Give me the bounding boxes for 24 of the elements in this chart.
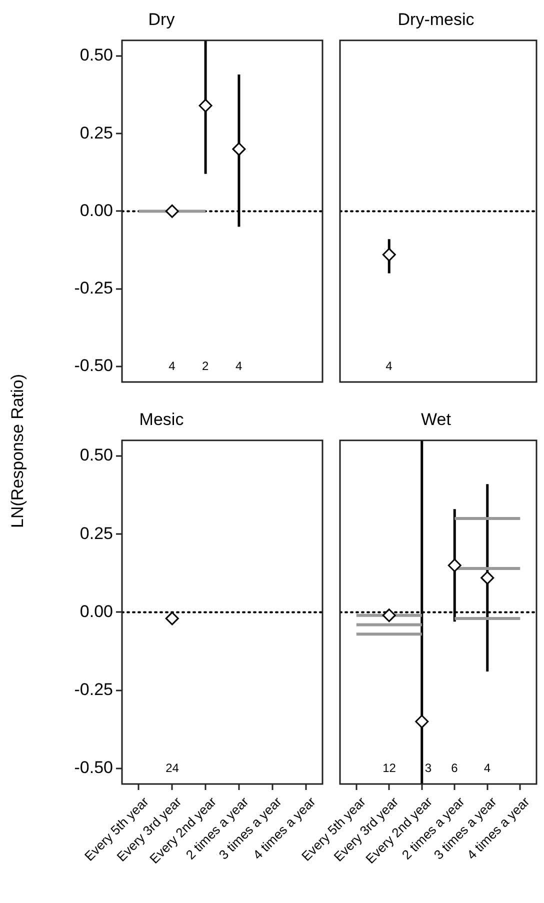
y-tick-label: -0.50: [74, 758, 113, 778]
annotation: 2: [202, 358, 209, 372]
annotation: 4: [235, 358, 242, 372]
chart-title: Dry: [148, 10, 176, 29]
y-axis-title: LN(Response Ratio): [8, 374, 28, 528]
annotation: 4: [386, 358, 392, 372]
annotation: 3: [424, 760, 432, 774]
annotation: 24: [166, 760, 179, 774]
y-tick-label: 0.00: [80, 200, 113, 220]
y-tick-label: 0.50: [80, 446, 113, 465]
y-tick-label: 0.25: [80, 524, 113, 543]
annotation: 6: [451, 760, 458, 774]
annotation: 12: [382, 760, 396, 774]
y-tick-label: 0.00: [80, 602, 113, 621]
annotation: 4: [168, 358, 176, 372]
chart-title: Mesic: [139, 410, 184, 429]
y-tick-label: -0.50: [74, 356, 113, 376]
y-tick-label: 0.25: [80, 123, 113, 142]
y-tick-label: -0.25: [74, 680, 113, 699]
chart-title: Dry-mesic: [398, 10, 475, 29]
chart-title: Wet: [421, 410, 452, 429]
y-tick-label: -0.25: [74, 278, 113, 298]
y-tick-label: 0.50: [80, 46, 113, 65]
annotation: 4: [484, 760, 491, 774]
